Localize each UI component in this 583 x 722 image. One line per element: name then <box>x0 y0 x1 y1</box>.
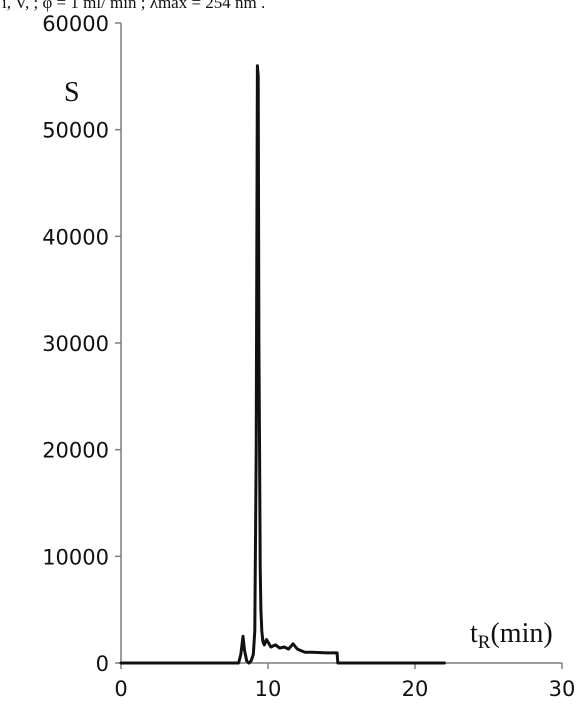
y-axis-label: S <box>64 77 80 108</box>
x-tick-label: 0 <box>114 677 127 701</box>
header-caption: i, V, ; φ = 1 ml/ min ; λmax = 254 nm . <box>2 0 265 12</box>
y-tick-label: 10000 <box>42 545 109 569</box>
x-tick-label: 20 <box>402 677 429 701</box>
y-tick-label: 20000 <box>42 439 109 463</box>
x-axis-label-subscript: R <box>478 632 491 653</box>
y-tick-label: 50000 <box>42 119 109 143</box>
x-tick-label: 10 <box>255 677 282 701</box>
y-axis: 0 10000 20000 30000 40000 50000 60000 <box>42 12 122 676</box>
series-line <box>119 64 446 665</box>
x-axis-label-main: t <box>470 618 478 649</box>
x-axis: 0 10 20 30 <box>114 662 576 701</box>
x-tick-label: 30 <box>549 677 576 701</box>
x-axis-label-unit: (min) <box>490 618 552 649</box>
y-tick-label: 40000 <box>42 225 109 249</box>
y-tick-label: 60000 <box>42 12 109 36</box>
series-layer <box>119 64 446 665</box>
y-tick-label: 30000 <box>42 332 109 356</box>
x-axis-label: tR(min) <box>470 618 553 653</box>
y-tick-label: 0 <box>96 652 109 676</box>
